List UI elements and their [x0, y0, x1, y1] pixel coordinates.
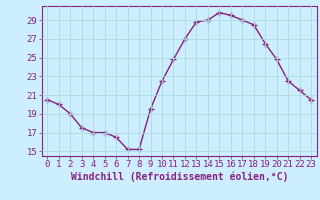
X-axis label: Windchill (Refroidissement éolien,°C): Windchill (Refroidissement éolien,°C) [70, 172, 288, 182]
